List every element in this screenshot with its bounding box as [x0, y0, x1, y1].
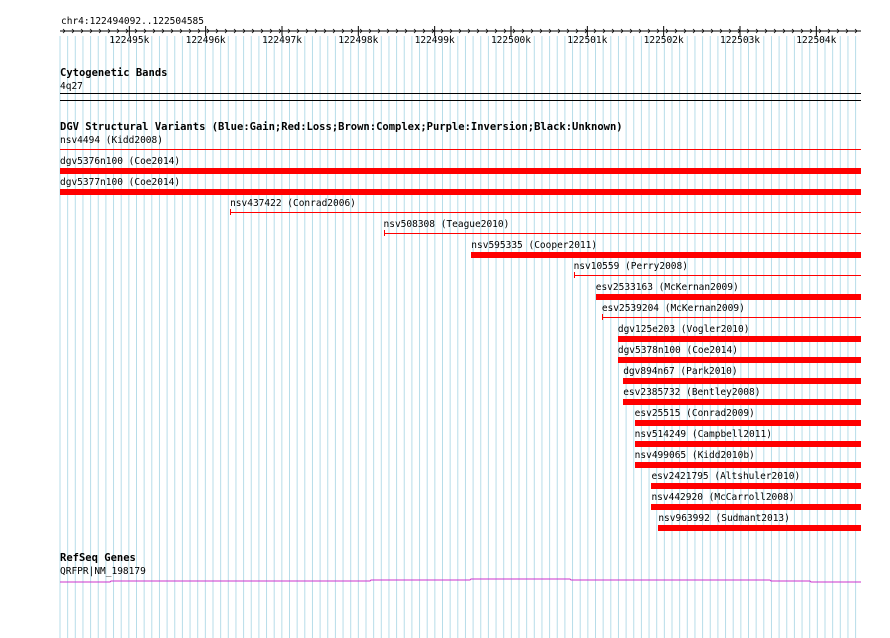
variant-start-cap: [573, 272, 575, 278]
ruler-tick-label: 122503k: [719, 35, 761, 46]
variant-bar[interactable]: [623, 399, 861, 405]
variant-label[interactable]: nsv437422 (Conrad2006): [230, 198, 356, 209]
refseq-gene-label[interactable]: QRFPR|NM_198179: [60, 566, 146, 577]
region-label: chr4:122494092..122504585: [61, 16, 204, 27]
ruler-tick-label: 122500k: [490, 35, 532, 46]
variant-bar[interactable]: [651, 504, 861, 510]
variant-start-cap: [601, 314, 603, 320]
variant-label[interactable]: nsv499065 (Kidd2010b): [634, 450, 755, 461]
variant-bar[interactable]: [595, 294, 861, 300]
variant-label[interactable]: nsv963992 (Sudmant2013): [658, 513, 790, 524]
variant-label[interactable]: dgv125e203 (Vogler2010): [617, 324, 750, 335]
variant-bar[interactable]: [60, 168, 861, 174]
variant-label[interactable]: nsv508308 (Teague2010): [383, 219, 510, 230]
variant-bar[interactable]: [601, 317, 861, 318]
variant-start-cap: [383, 230, 385, 236]
variant-bar[interactable]: [617, 357, 861, 363]
variant-bar[interactable]: [634, 441, 861, 447]
ruler-tick-label: 122502k: [643, 35, 684, 46]
refseq-title[interactable]: RefSeq Genes: [60, 552, 136, 564]
ruler-tick-label: 122498k: [338, 35, 379, 46]
variant-bar[interactable]: [651, 483, 861, 489]
variant-label[interactable]: dgv894n67 (Park2010): [623, 366, 738, 377]
variant-label[interactable]: esv2539204 (McKernan2009): [601, 303, 745, 314]
variant-bar[interactable]: [617, 336, 861, 342]
variant-bar[interactable]: [573, 275, 861, 276]
variant-label[interactable]: nsv595335 (Cooper2011): [471, 240, 598, 251]
ruler-tick-label: 122497k: [261, 35, 303, 46]
ruler-tick-label: 122504k: [796, 35, 837, 46]
cytoband-line: [60, 93, 861, 94]
ruler-tick-label: 122501k: [567, 35, 608, 46]
variant-label[interactable]: nsv10559 (Perry2008): [573, 261, 688, 272]
ruler-tick-label: 122495k: [109, 35, 150, 46]
variant-label[interactable]: dgv5377n100 (Coe2014): [60, 177, 181, 188]
variant-bar[interactable]: [471, 252, 861, 258]
variant-bar[interactable]: [623, 378, 861, 384]
variant-bar[interactable]: [634, 420, 861, 426]
variant-start-cap: [230, 209, 232, 215]
cytoband-label[interactable]: 4q27: [60, 81, 83, 92]
cytoband-title[interactable]: Cytogenetic Bands: [60, 67, 168, 79]
ruler-tick-label: 122499k: [414, 35, 455, 46]
dgv-title[interactable]: DGV Structural Variants (Blue:Gain;Red:L…: [60, 121, 623, 133]
variant-label[interactable]: esv2385732 (Bentley2008): [623, 387, 761, 398]
variant-label[interactable]: esv2421795 (Altshuler2010): [651, 471, 801, 482]
variant-label[interactable]: esv2533163 (McKernan2009): [595, 282, 739, 293]
variant-label[interactable]: nsv4494 (Kidd2008): [60, 135, 163, 146]
variant-label[interactable]: dgv5378n100 (Coe2014): [617, 345, 738, 356]
variant-bar[interactable]: [60, 149, 861, 150]
variant-bar[interactable]: [60, 189, 861, 195]
variant-label[interactable]: nsv514249 (Campbell2011): [634, 429, 772, 440]
variant-bar[interactable]: [383, 233, 861, 234]
variant-label[interactable]: dgv5376n100 (Coe2014): [60, 156, 181, 167]
variant-bar[interactable]: [634, 462, 861, 468]
variant-bar[interactable]: [230, 212, 861, 213]
variant-bar[interactable]: [658, 525, 861, 531]
variant-label[interactable]: nsv442920 (McCarroll2008): [651, 492, 795, 503]
ruler-tick-label: 122496k: [185, 35, 226, 46]
cytoband-line-lower: [60, 100, 861, 101]
variant-label[interactable]: esv25515 (Conrad2009): [634, 408, 755, 419]
refseq-gene-line[interactable]: [60, 574, 861, 584]
